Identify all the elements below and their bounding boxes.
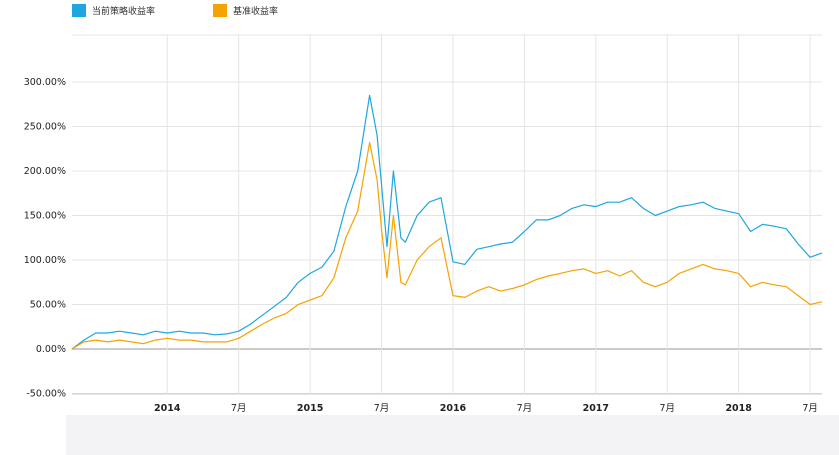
legend-label-benchmark: 基准收益率 [233,7,279,17]
legend: 当前策略收益率 基准收益率 [72,4,336,17]
legend-swatch-benchmark [213,4,228,17]
legend-swatch-strategy [72,4,86,17]
legend-item-strategy[interactable]: 当前策略收益率 [72,4,155,17]
legend-label-strategy: 当前策略收益率 [92,7,156,17]
series-line-benchmark[interactable] [71,141,823,350]
x-tick-label: 2016 [440,403,467,414]
y-tick-label: 200.00% [24,166,66,177]
series-layer [71,94,823,350]
y-tick-label: 50.00% [30,300,66,311]
grid-layer [72,34,822,395]
x-tick-label: 7月 [659,403,675,414]
y-tick-label: 100.00% [24,255,66,266]
x-tick-label: 2017 [583,403,609,414]
x-tick-label: 7月 [374,403,390,414]
x-tick-label: 7月 [231,403,247,414]
x-tick-label: 2015 [297,403,323,414]
y-tick-label: 0.00% [36,344,66,355]
y-tick-label: 300.00% [24,77,66,88]
x-tick-label: 7月 [517,403,533,414]
y-tick-label: 250.00% [24,122,66,133]
y-tick-label: -50.00% [26,389,66,400]
x-tick-label: 2014 [154,403,181,414]
y-tick-label: 150.00% [24,211,66,222]
axis-layer: -50.00% 0.00% 50.00% 100.00% 150.00% 200.00% 2… [24,77,818,414]
x-tick-label: 7月 [802,403,818,414]
x-tick-label: 2018 [725,403,752,414]
navigator-band[interactable] [66,415,839,455]
series-line-strategy[interactable] [71,94,823,350]
legend-item-benchmark[interactable]: 基准收益率 [213,4,278,17]
